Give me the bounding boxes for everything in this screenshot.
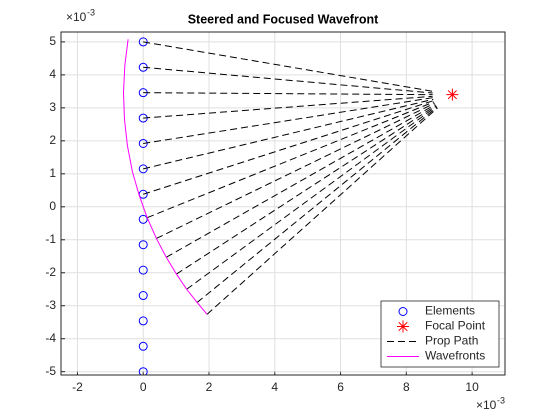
y-exponent-base: ×10 — [66, 10, 87, 24]
legend-label: Wavefronts — [425, 349, 485, 363]
y-tick-label: -3 — [45, 298, 56, 312]
chart-title: Steered and Focused Wavefront — [188, 12, 379, 26]
prop-path — [143, 97, 434, 144]
element-marker — [138, 138, 148, 148]
y-tick-label: 1 — [49, 166, 56, 180]
element-marker — [138, 240, 148, 250]
y-exponent-power: -3 — [87, 7, 95, 17]
element-marker — [138, 316, 148, 326]
prop-path — [156, 102, 435, 239]
element-marker — [138, 291, 148, 301]
element-marker — [138, 214, 148, 224]
y-tick-label: 2 — [49, 133, 56, 147]
y-tick-label: 3 — [49, 100, 56, 114]
y-tick-label: 0 — [49, 199, 56, 213]
y-tick-label: 5 — [49, 34, 56, 48]
prop-path — [186, 105, 437, 290]
prop-path — [206, 107, 438, 315]
element-marker — [138, 341, 148, 351]
prop-path — [143, 92, 433, 96]
element-marker — [138, 164, 148, 174]
prop-path — [196, 106, 438, 303]
element-marker — [138, 37, 148, 47]
legend-label: Elements — [425, 304, 475, 318]
legend-label: Focal Point — [425, 319, 486, 333]
focal-marker — [446, 88, 459, 101]
prop-path — [143, 98, 434, 170]
legend-label: Prop Path — [425, 334, 478, 348]
y-tick-label: -1 — [45, 232, 56, 246]
legend-marker — [398, 307, 408, 316]
plot-area — [122, 37, 459, 375]
prop-path — [165, 104, 436, 258]
prop-path — [143, 100, 434, 195]
element-marker — [138, 265, 148, 275]
prop-path — [176, 105, 437, 275]
x-tick-label: 0 — [140, 380, 147, 394]
y-tick-label: 4 — [49, 67, 56, 81]
x-exponent-power: -3 — [497, 395, 505, 405]
prop-path — [143, 95, 433, 119]
x-tick-label: 10 — [465, 380, 479, 394]
x-exponent-base: ×10 — [476, 398, 497, 412]
prop-path — [146, 101, 435, 219]
x-tick-label: -2 — [72, 380, 83, 394]
prop-path — [143, 41, 434, 92]
x-tick-label: 6 — [337, 380, 344, 394]
y-tick-label: -4 — [45, 331, 56, 345]
x-tick-label: 4 — [271, 380, 278, 394]
x-tick-label: 8 — [403, 380, 410, 394]
legend-marker — [397, 320, 409, 333]
axes-box — [60, 31, 506, 376]
wavefront — [122, 39, 208, 315]
y-tick-label: -2 — [45, 265, 56, 279]
prop-path — [143, 66, 433, 94]
x-tick-label: 2 — [206, 380, 213, 394]
y-tick-label: -5 — [45, 364, 56, 378]
element-marker — [138, 367, 148, 375]
